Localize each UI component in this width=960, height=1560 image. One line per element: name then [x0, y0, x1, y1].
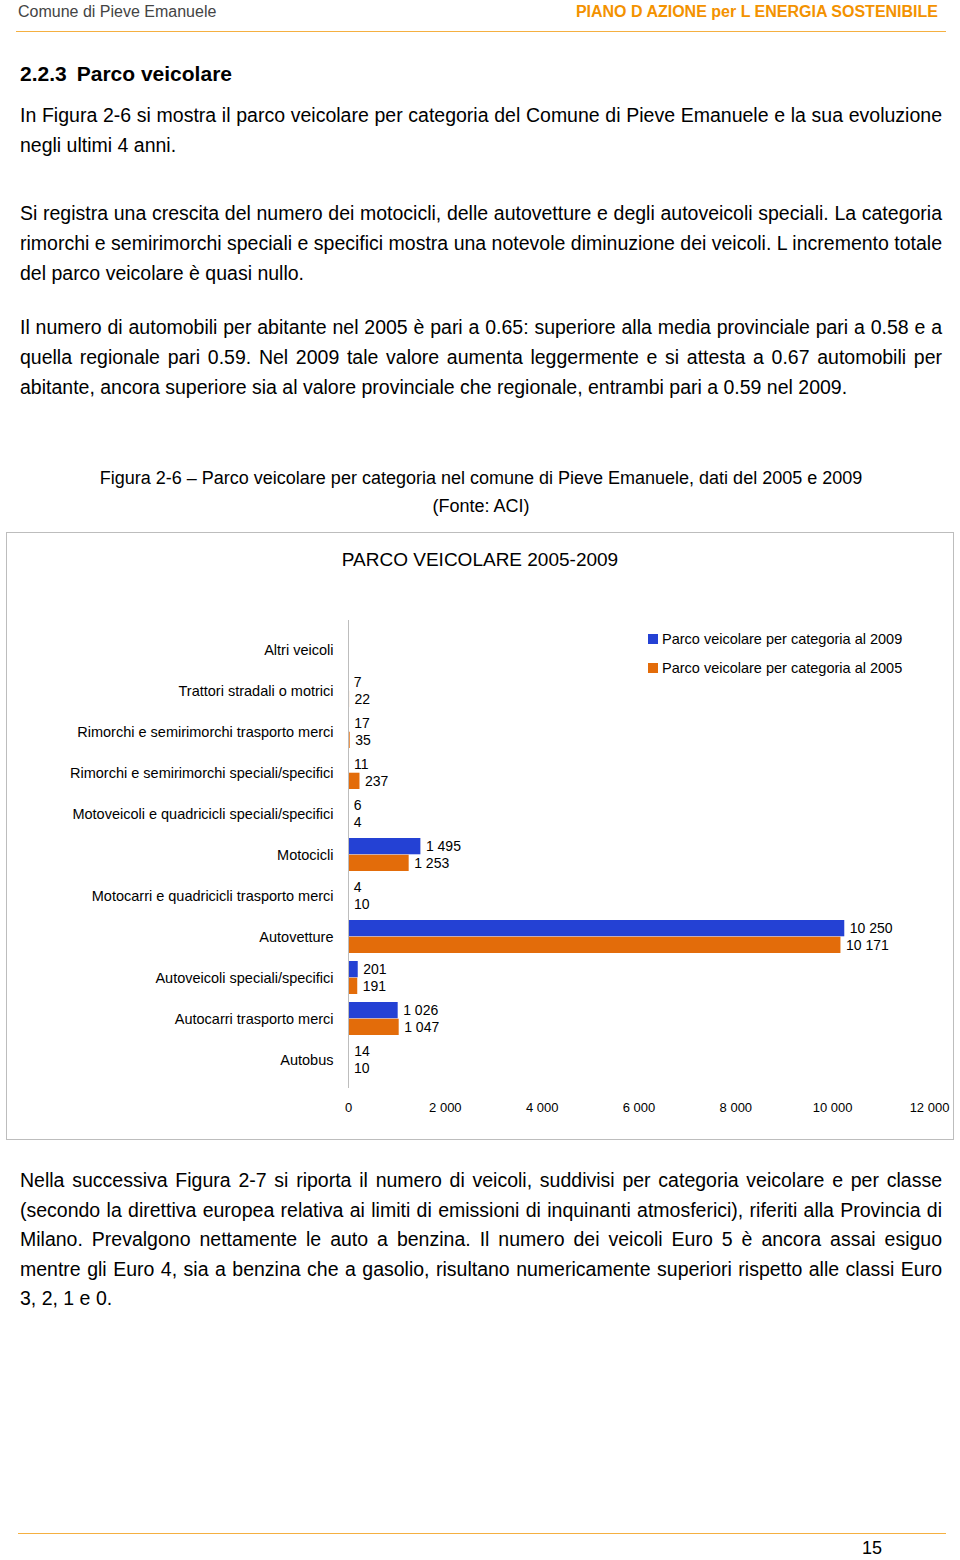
svg-text:10: 10 — [354, 1060, 370, 1076]
svg-text:4: 4 — [354, 814, 362, 830]
html-text:PARCO VEICOLARE 2005-2009: PARCO VEICOLARE 2005-2009 — [341, 549, 619, 570]
html-text:Il numero di automobili per ab: Il numero di automobili per abitante nel… — [20, 316, 942, 398]
svg-text:Motocicli: Motocicli — [277, 847, 333, 863]
svg-text:10 171: 10 171 — [846, 937, 889, 953]
svg-text:1 026: 1 026 — [403, 1002, 438, 1018]
html-text:15: 15 — [862, 1538, 882, 1558]
html-text:Parco veicolare per categoria: Parco veicolare per categoria al 2005 — [662, 660, 903, 676]
svg-text:Autocarri trasporto merci: Autocarri trasporto merci — [175, 1011, 334, 1027]
svg-text:237: 237 — [365, 773, 389, 789]
svg-text:10 250: 10 250 — [850, 920, 893, 936]
svg-text:6 000: 6 000 — [623, 1100, 656, 1115]
svg-text:Motocarri e quadricicli traspo: Motocarri e quadricicli trasporto merci — [92, 888, 334, 904]
svg-text:4 000: 4 000 — [526, 1100, 559, 1115]
svg-text:7: 7 — [354, 674, 362, 690]
svg-text:1 253: 1 253 — [414, 855, 449, 871]
svg-text:Trattori stradali o motrici: Trattori stradali o motrici — [179, 683, 334, 699]
svg-text:1 495: 1 495 — [426, 838, 461, 854]
svg-text:0: 0 — [345, 1100, 352, 1115]
html-text:Nella successiva Figura 2-7 si: Nella successiva Figura 2-7 si riporta i… — [20, 1169, 942, 1309]
svg-text:Rimorchi e semirimorchi traspo: Rimorchi e semirimorchi trasporto merci — [77, 724, 333, 740]
html-text:Parco veicolare per categoria: Parco veicolare per categoria al 2009 — [662, 631, 903, 647]
svg-text:14: 14 — [354, 1043, 370, 1059]
svg-text:Altri veicoli: Altri veicoli — [264, 642, 333, 658]
svg-text:191: 191 — [363, 978, 387, 994]
svg-text:Autovetture: Autovetture — [259, 929, 333, 945]
svg-text:12 000: 12 000 — [910, 1100, 950, 1115]
svg-text:2 000: 2 000 — [429, 1100, 462, 1115]
svg-text:Autobus: Autobus — [280, 1052, 333, 1068]
svg-text:22: 22 — [355, 691, 371, 707]
svg-text:1 047: 1 047 — [404, 1019, 439, 1035]
html-text:(Fonte: ACI): (Fonte: ACI) — [432, 496, 530, 516]
svg-text:6: 6 — [354, 797, 362, 813]
html-text:Figura 2-6 – Parco veicolare p: Figura 2-6 – Parco veicolare per categor… — [99, 468, 863, 488]
svg-text:10: 10 — [354, 896, 370, 912]
html-text:PIANO D AZIONE per L ENERGIA S: PIANO D AZIONE per L ENERGIA SOSTENIBILE — [575, 3, 938, 20]
html-text:2.2.3: 2.2.3 — [20, 62, 67, 85]
svg-text:17: 17 — [354, 715, 370, 731]
svg-text:8 000: 8 000 — [720, 1100, 753, 1115]
html-text:In Figura 2-6 si mostra il par: In Figura 2-6 si mostra il parco veicola… — [20, 104, 942, 156]
svg-text:201: 201 — [363, 961, 387, 977]
html-text:Parco veicolare: Parco veicolare — [76, 62, 232, 85]
svg-text:4: 4 — [354, 879, 362, 895]
svg-text:Autoveicoli speciali/specifici: Autoveicoli speciali/specifici — [155, 970, 333, 986]
html-text:Si registra una crescita del n: Si registra una crescita del numero dei … — [20, 202, 942, 284]
html-text:Comune di Pieve Emanuele: Comune di Pieve Emanuele — [18, 3, 217, 20]
svg-text:10 000: 10 000 — [813, 1100, 853, 1115]
svg-text:35: 35 — [355, 732, 371, 748]
svg-text:Rimorchi e semirimorchi specia: Rimorchi e semirimorchi speciali/specifi… — [70, 765, 333, 781]
svg-text:Motoveicoli e quadricicli spec: Motoveicoli e quadricicli speciali/speci… — [72, 806, 333, 822]
svg-text:11: 11 — [354, 756, 369, 772]
